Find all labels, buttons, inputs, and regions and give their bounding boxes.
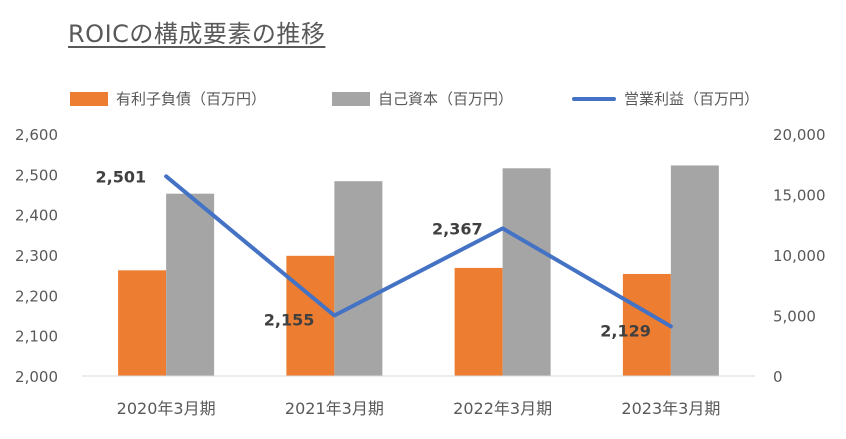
legend-item-operating-profit: 営業利益（百万円） [572, 88, 759, 109]
x-tick-label: 2021年3月期 [285, 399, 384, 418]
data-label-operating-profit: 2,367 [432, 219, 483, 238]
legend-label-debt: 有利子負債（百万円） [116, 90, 267, 108]
legend-label-equity: 自己資本（百万円） [378, 90, 514, 108]
line-operating-profit [164, 174, 673, 329]
y-right-tick-label: 10,000 [773, 247, 826, 265]
x-tick-label: 2023年3月期 [621, 399, 720, 418]
y-right-tick-label: 15,000 [773, 187, 826, 205]
y-right-tick-label: 0 [773, 368, 783, 386]
legend-swatch-equity [332, 91, 370, 106]
legend-item-equity: 自己資本（百万円） [332, 88, 513, 109]
bar-equity [166, 193, 215, 376]
x-tick-label: 2022年3月期 [453, 399, 552, 418]
y-right-tick-label: 5,000 [773, 308, 816, 326]
point-operating-profit [670, 325, 672, 327]
legend-swatch-operating-profit [572, 96, 616, 101]
data-label-operating-profit: 2,501 [96, 167, 147, 186]
legend-label-operating-profit: 営業利益（百万円） [624, 90, 760, 108]
data-label-operating-profit: 2,129 [600, 321, 651, 340]
y-left-tick-label: 2,000 [15, 368, 58, 386]
y-right-tick-label: 20,000 [773, 126, 826, 144]
y-left-tick-label: 2,400 [15, 207, 58, 225]
bar-debt [454, 267, 503, 376]
bar-equity [502, 168, 551, 376]
y-left-tick-label: 2,500 [15, 166, 58, 184]
chart-title: ROICの構成要素の推移 [68, 20, 326, 48]
bar-debt [118, 270, 167, 376]
legend-item-debt: 有利子負債（百万円） [70, 88, 266, 109]
y-left-tick-label: 2,300 [15, 247, 58, 265]
point-operating-profit [333, 315, 335, 316]
legend-swatch-debt [70, 91, 108, 106]
data-label-operating-profit: 2,155 [264, 311, 315, 330]
bar-debt [622, 273, 671, 376]
legend: 有利子負債（百万円） 自己資本（百万円） 営業利益（百万円） [0, 88, 846, 108]
bar-equity [334, 181, 383, 376]
point-operating-profit [502, 227, 504, 229]
y-left-tick-label: 2,200 [15, 287, 58, 305]
point-operating-profit [165, 175, 167, 177]
x-tick-label: 2020年3月期 [117, 399, 216, 418]
y-left-tick-label: 2,100 [15, 328, 58, 346]
y-left-tick-label: 2,600 [15, 126, 58, 144]
bar-equity [670, 165, 719, 376]
bar-debt [286, 255, 335, 376]
